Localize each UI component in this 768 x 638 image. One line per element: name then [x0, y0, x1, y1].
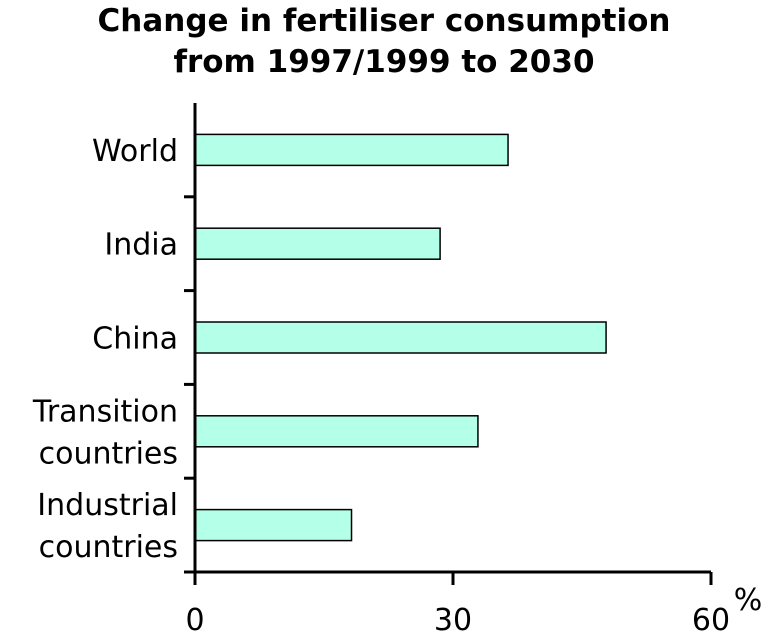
bar-india: [194, 227, 441, 260]
category-label: countries: [39, 436, 178, 471]
chart-title: Change in fertiliser consumption: [98, 3, 671, 39]
category-label: Industrial: [37, 488, 178, 523]
category-label: China: [92, 322, 178, 357]
category-label: countries: [39, 530, 178, 565]
x-tick-label: 60: [692, 603, 730, 638]
x-axis-label: %: [734, 583, 763, 618]
x-tick-label: 0: [185, 603, 204, 638]
bar-china: [194, 321, 607, 354]
category-label: World: [92, 134, 178, 169]
chart-subtitle: from 1997/1999 to 2030: [173, 44, 594, 80]
category-label: Transition: [32, 394, 178, 429]
category-label: India: [104, 228, 178, 263]
bar-transition-countries: [194, 415, 479, 448]
x-tick-label: 30: [434, 603, 472, 638]
bar-world: [194, 133, 509, 167]
bar-industrial-countries: [194, 508, 353, 542]
